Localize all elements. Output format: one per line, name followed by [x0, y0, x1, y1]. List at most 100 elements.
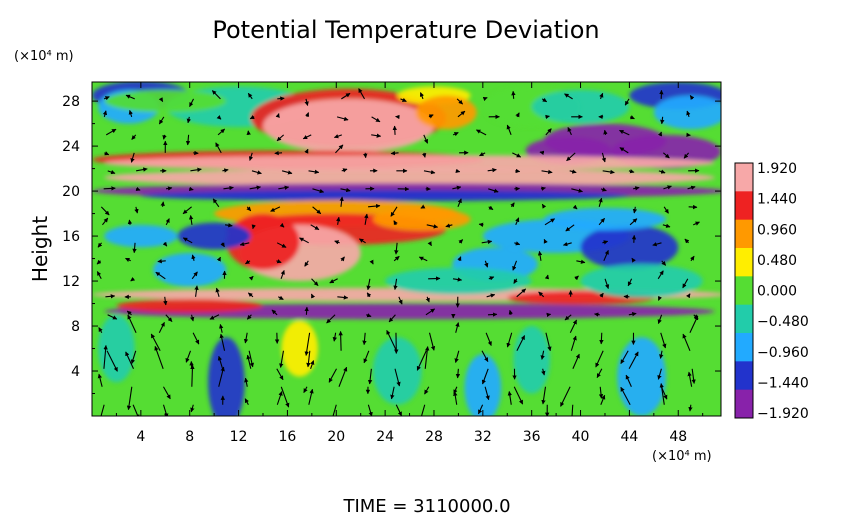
colorbar-swatch — [735, 248, 753, 277]
wind-vector — [563, 241, 572, 247]
wind-vector — [488, 205, 494, 211]
heatmap-patch — [104, 168, 715, 187]
wind-vector — [328, 368, 337, 383]
wind-vector — [249, 115, 255, 120]
wind-vector — [572, 353, 580, 369]
wind-vector — [661, 260, 667, 266]
wind-vector — [191, 271, 198, 280]
wind-vector — [332, 404, 337, 416]
wind-vector — [368, 203, 381, 209]
wind-vector — [602, 169, 615, 175]
wind-vector — [393, 255, 400, 262]
wind-vector — [103, 345, 108, 369]
wind-vector — [188, 186, 194, 192]
wind-vector — [308, 169, 320, 175]
wind-vector — [275, 113, 280, 118]
wind-vector — [251, 224, 256, 230]
wind-vector — [336, 216, 341, 225]
heatmap-patch — [104, 155, 715, 171]
colorbar-label: 0.480 — [757, 253, 797, 269]
wind-vector — [619, 129, 630, 136]
wind-vector — [189, 98, 195, 107]
wind-vector — [248, 152, 254, 161]
wind-vector — [329, 278, 338, 284]
wind-vector — [366, 278, 371, 291]
wind-vector — [395, 404, 403, 416]
wind-vector — [271, 309, 278, 316]
wind-vector — [687, 371, 693, 387]
wind-vector — [104, 151, 110, 156]
heatmap-patch — [262, 98, 434, 153]
wind-vector — [215, 142, 222, 154]
wind-vector — [481, 368, 489, 385]
wind-vector — [418, 256, 428, 262]
wind-vector — [182, 237, 193, 244]
wind-vector — [130, 276, 136, 282]
wind-vector — [428, 114, 434, 119]
wind-vector — [299, 237, 309, 244]
wind-vector — [419, 92, 424, 100]
wind-vector — [689, 95, 695, 100]
wind-vector — [185, 350, 192, 363]
wind-vector — [510, 202, 515, 208]
wind-vector — [599, 292, 604, 298]
wind-vector — [516, 288, 527, 298]
heatmap-patch — [580, 264, 703, 298]
wind-vector — [599, 92, 604, 100]
wind-vector — [185, 134, 191, 146]
wind-vector — [594, 312, 600, 317]
wind-vector — [359, 238, 366, 244]
wind-vector — [134, 206, 139, 214]
wind-vector — [304, 306, 309, 315]
wind-vector — [544, 218, 556, 226]
wind-vector — [244, 398, 249, 406]
heatmap-patch — [140, 189, 630, 202]
heatmap-patch — [513, 326, 551, 394]
colorbar-label: 1.440 — [757, 192, 797, 208]
time-label: TIME = 3110000.0 — [342, 496, 510, 517]
wind-vector — [620, 386, 631, 406]
wind-vector — [538, 291, 545, 298]
colorbar-swatch — [735, 361, 753, 391]
wind-vector — [107, 314, 118, 320]
wind-vector — [277, 96, 285, 101]
wind-vector — [188, 214, 194, 225]
wind-vector — [246, 206, 252, 212]
wind-vector — [600, 187, 607, 192]
wind-vector — [454, 350, 460, 363]
wind-vector — [211, 90, 221, 100]
wind-vector — [544, 274, 550, 280]
wind-vector — [603, 249, 609, 262]
wind-vector — [390, 386, 395, 400]
wind-vector — [537, 250, 543, 261]
wind-vector — [97, 373, 103, 387]
wind-vector — [541, 386, 547, 405]
wind-vector — [514, 241, 521, 246]
wind-vector — [277, 295, 284, 300]
wind-vector — [105, 128, 117, 136]
colorbar-label: −0.480 — [757, 314, 809, 330]
colorbar-swatch — [735, 219, 753, 249]
wind-vector — [216, 256, 221, 262]
wind-vector — [628, 351, 639, 370]
y-unit-label: (×10⁴ m) — [14, 49, 74, 64]
wind-vector — [506, 332, 513, 348]
wind-vector — [162, 241, 168, 247]
wind-vector — [308, 388, 314, 405]
wind-vector — [103, 96, 110, 101]
heatmap-patch — [281, 320, 318, 377]
colorbar-label: −1.920 — [757, 406, 809, 422]
wind-vector — [390, 206, 398, 217]
heatmap-patch — [464, 354, 502, 416]
wind-vector — [486, 293, 496, 298]
wind-vector — [602, 240, 609, 245]
wind-vector — [624, 98, 630, 106]
wind-vector — [660, 386, 668, 400]
wind-vector — [363, 350, 370, 364]
wind-vector — [217, 128, 225, 136]
heatmap-patch — [153, 252, 227, 287]
colorbar-swatch — [735, 276, 753, 306]
y-tick-label: 4 — [71, 364, 80, 380]
wind-vector — [423, 134, 429, 144]
heatmap-patch — [177, 222, 251, 250]
